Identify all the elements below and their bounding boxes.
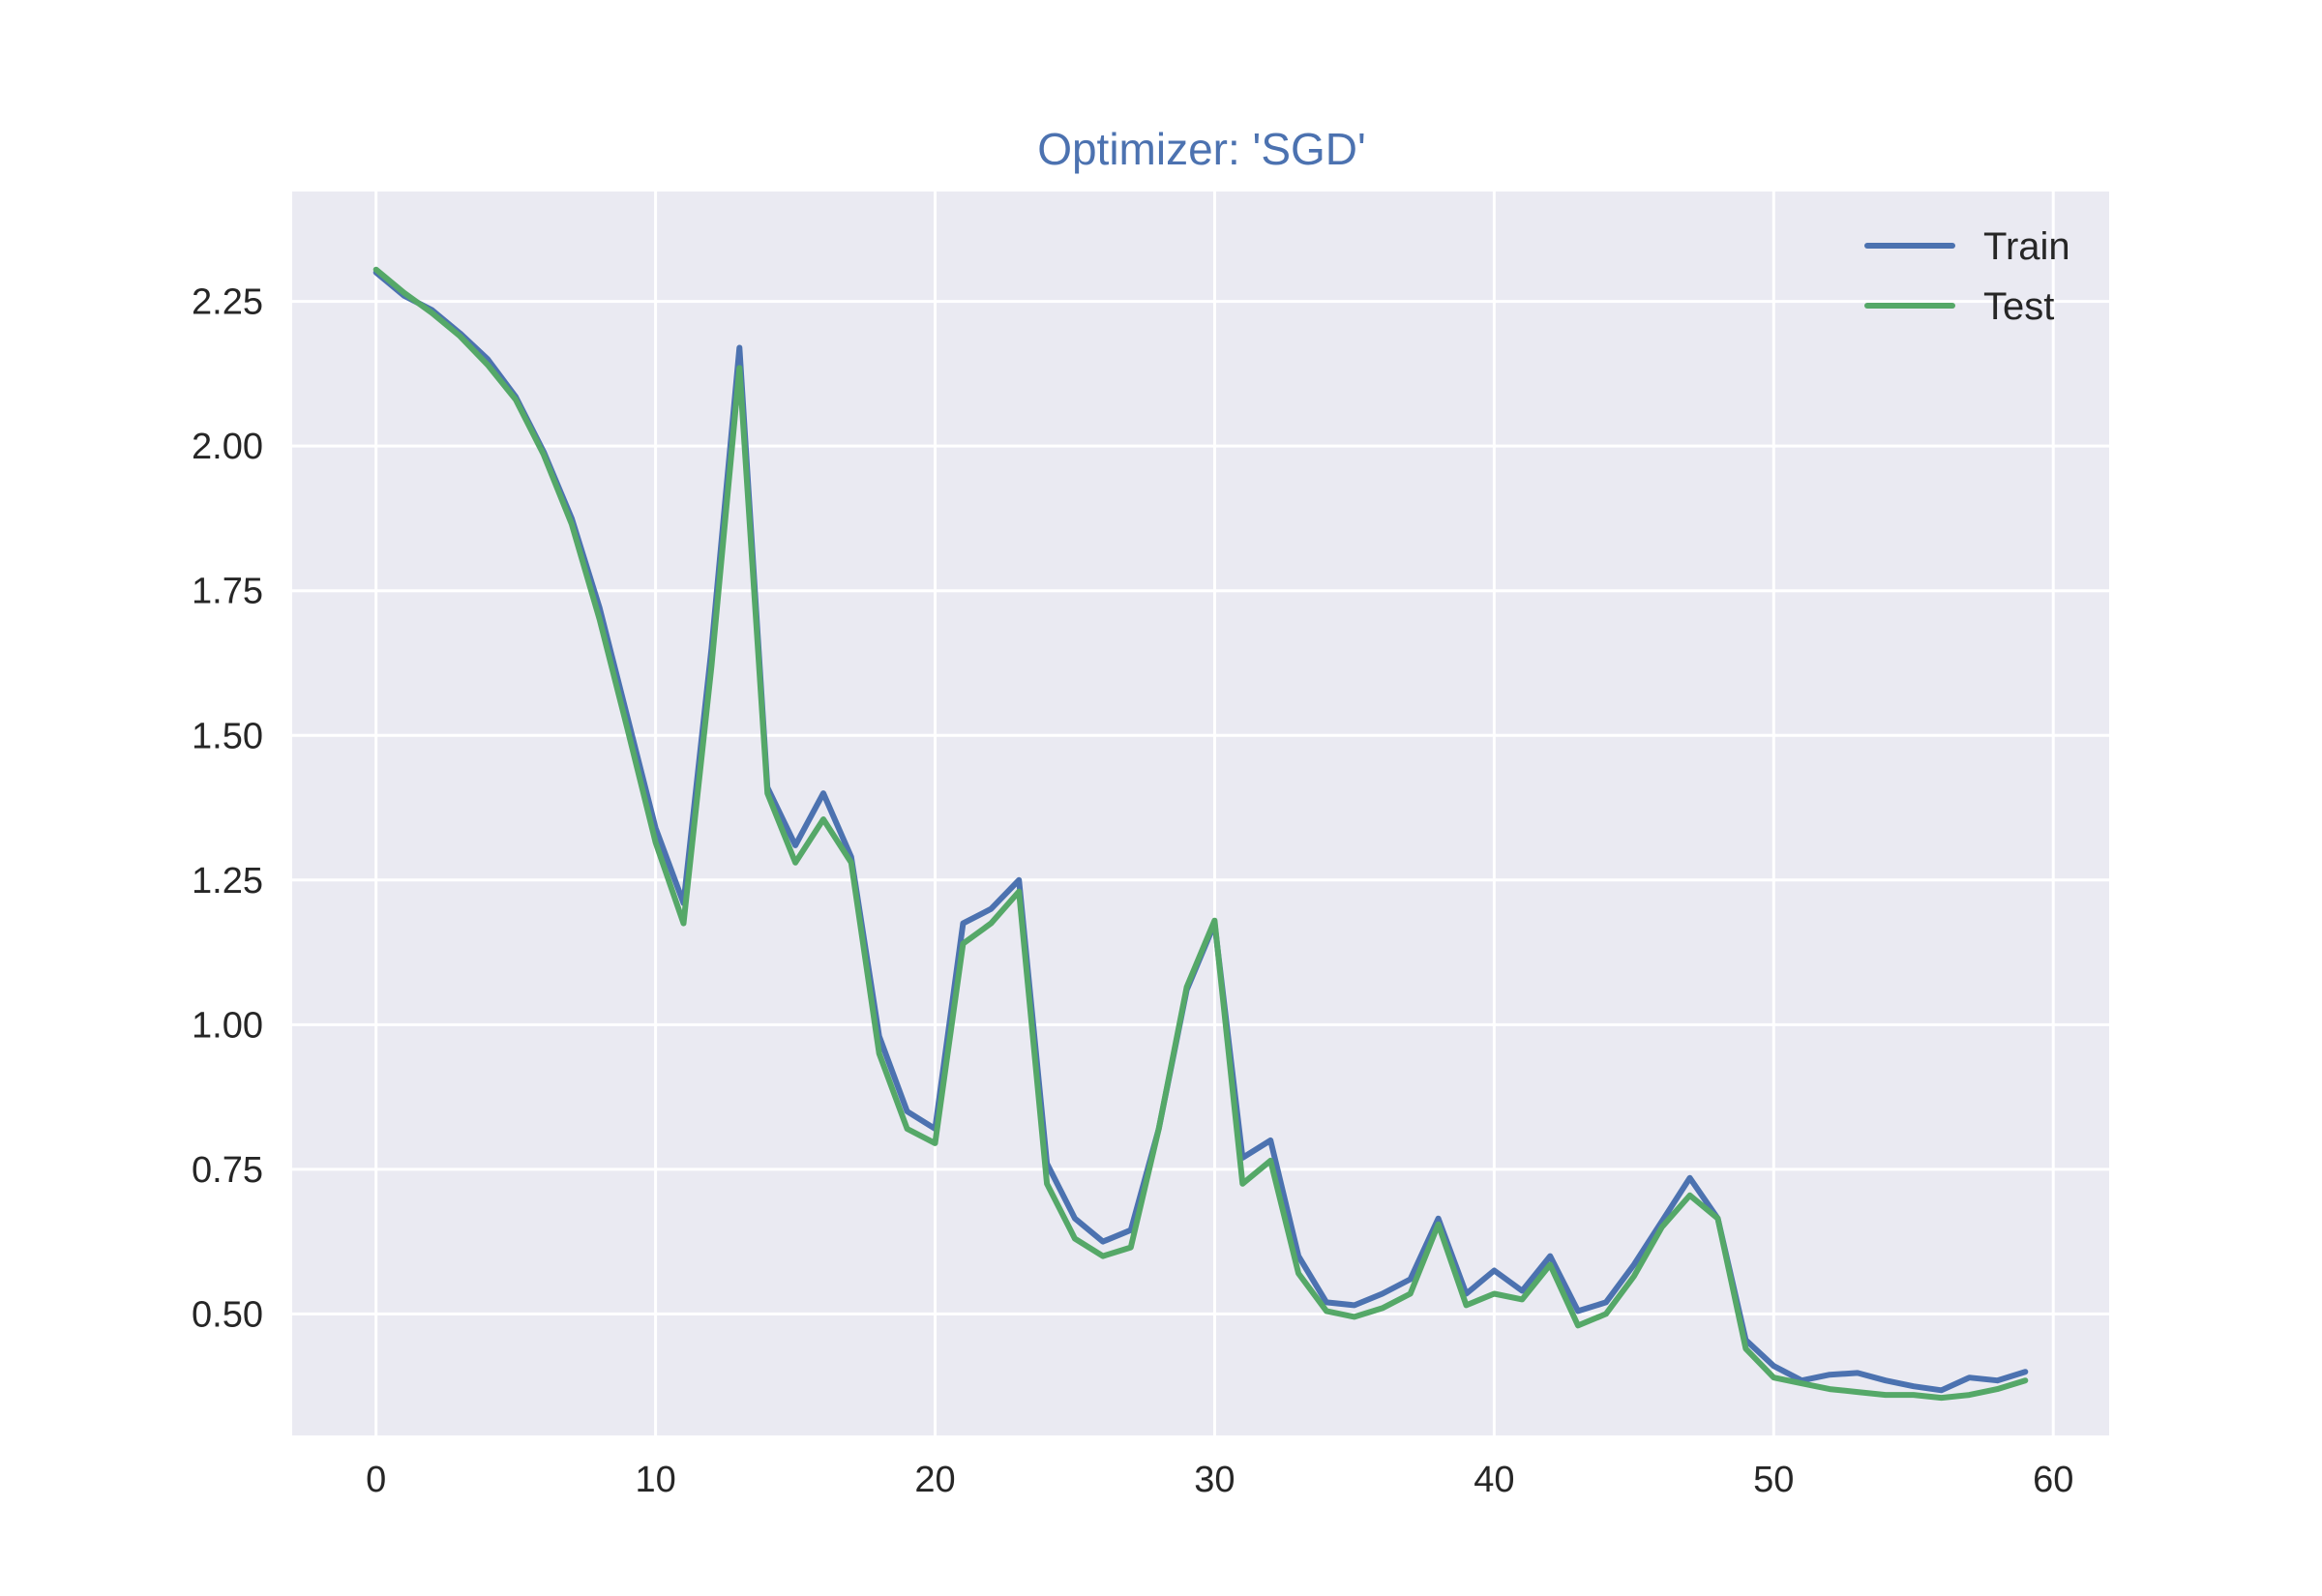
y-tick-label: 0.75 <box>192 1150 263 1191</box>
plot-area <box>292 192 2109 1435</box>
chart-title: Optimizer: 'SGD' <box>1037 124 1366 174</box>
x-tick-label: 40 <box>1474 1460 1514 1500</box>
series-line-test <box>372 266 2029 1402</box>
x-axis: 0 10 20 30 40 50 60 <box>366 1460 2073 1500</box>
y-tick-label: 2.00 <box>192 427 263 467</box>
x-tick-label: 20 <box>914 1460 955 1500</box>
y-tick-label: 0.50 <box>192 1294 263 1335</box>
x-tick-label: 10 <box>635 1460 675 1500</box>
series-lines <box>372 266 2029 1402</box>
y-tick-label: 1.75 <box>192 572 263 612</box>
y-tick-label: 1.25 <box>192 861 263 901</box>
y-tick-label: 1.00 <box>192 1005 263 1046</box>
x-tick-label: 30 <box>1194 1460 1235 1500</box>
grid-lines <box>292 192 2109 1435</box>
legend-label: Test <box>1983 285 2054 328</box>
legend: Train Test <box>1864 225 2070 328</box>
y-axis: 0.50 0.75 1.00 1.25 1.50 1.75 2.00 2.25 <box>192 282 263 1336</box>
x-tick-label: 50 <box>1753 1460 1794 1500</box>
y-tick-label: 2.25 <box>192 282 263 323</box>
legend-label: Train <box>1983 225 2070 268</box>
x-tick-label: 60 <box>2033 1460 2073 1500</box>
x-tick-label: 0 <box>366 1460 386 1500</box>
y-tick-label: 1.50 <box>192 716 263 756</box>
